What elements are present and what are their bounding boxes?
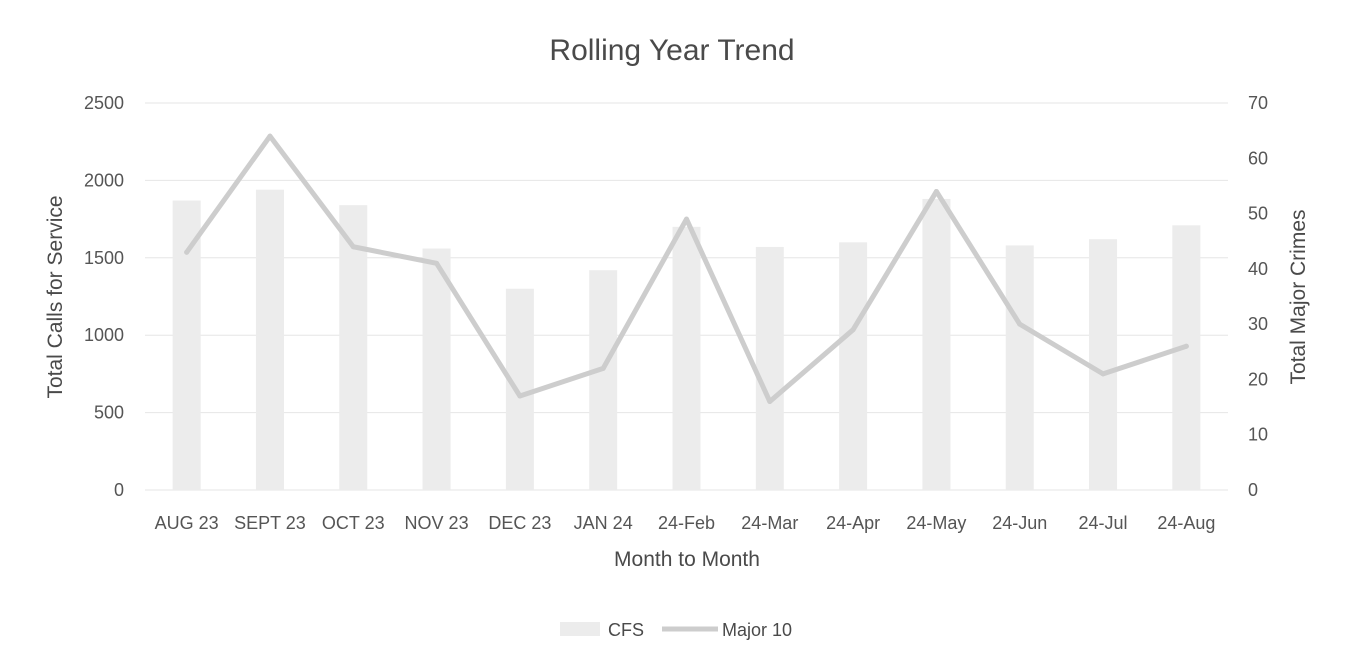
- major-10-point-24-jul: [1100, 371, 1106, 377]
- cfs-bar-oct-23: [339, 205, 368, 490]
- cfs-bar-nov-23: [422, 248, 451, 490]
- y-left-tick-label: 2500: [84, 93, 124, 113]
- cfs-bar-24-apr: [839, 242, 868, 490]
- y-left-tick-label: 0: [114, 480, 124, 500]
- y-axis-left-title: Total Calls for Service: [44, 195, 67, 398]
- y-right-tick-label: 30: [1248, 314, 1268, 334]
- cfs-bar-24-jul: [1089, 239, 1118, 490]
- y-axis-left-ticks: 0 500 1000 1500 2000 2500: [84, 93, 124, 500]
- y-right-tick-label: 60: [1248, 148, 1268, 168]
- major-10-point-24-apr: [850, 327, 856, 333]
- y-right-tick-label: 40: [1248, 259, 1268, 279]
- x-tick-label: 24-Apr: [826, 513, 880, 533]
- x-axis-title: Month to Month: [614, 548, 760, 571]
- chart-title: Rolling Year Trend: [549, 34, 794, 67]
- major-10-point-jan-24: [600, 365, 606, 371]
- x-tick-label: NOV 23: [405, 513, 469, 533]
- x-tick-label: 24-May: [906, 513, 966, 533]
- x-tick-label: 24-Aug: [1157, 513, 1215, 533]
- x-tick-label: 24-Jun: [992, 513, 1047, 533]
- x-tick-label: 24-Feb: [658, 513, 715, 533]
- major-10-point-24-jun: [1017, 321, 1023, 327]
- major-10-point-24-aug: [1183, 343, 1189, 349]
- legend-label-cfs: CFS: [608, 620, 644, 640]
- y-left-tick-label: 2000: [84, 170, 124, 190]
- x-tick-label: DEC 23: [488, 513, 551, 533]
- x-tick-label: OCT 23: [322, 513, 385, 533]
- cfs-bar-24-may: [922, 198, 951, 490]
- cfs-bar-24-aug: [1172, 225, 1201, 491]
- y-left-tick-label: 1000: [84, 325, 124, 345]
- major-10-line: [184, 133, 1189, 405]
- legend: CFS Major 10: [560, 620, 792, 640]
- y-right-tick-label: 20: [1248, 369, 1268, 389]
- major-10-point-dec-23: [517, 393, 523, 399]
- major-10-point-aug-23: [184, 249, 190, 255]
- cfs-bar-jan-24: [589, 270, 618, 490]
- major-10-point-24-feb: [684, 216, 689, 222]
- cfs-bar-sept-23: [255, 189, 284, 491]
- major-10-point-sept-23: [267, 133, 273, 139]
- y-left-tick-label: 500: [94, 403, 124, 423]
- cfs-bar-24-mar: [755, 246, 784, 490]
- legend-swatch-cfs: [560, 622, 600, 636]
- x-tick-label: 24-Mar: [741, 513, 798, 533]
- x-tick-label: SEPT 23: [234, 513, 306, 533]
- x-tick-label: 24-Jul: [1079, 513, 1128, 533]
- cfs-bars: [172, 189, 1201, 491]
- y-right-tick-label: 70: [1248, 93, 1268, 113]
- major-10-point-oct-23: [350, 244, 356, 250]
- x-tick-label: JAN 24: [574, 513, 633, 533]
- legend-label-major-10: Major 10: [722, 620, 792, 640]
- x-tick-label: AUG 23: [155, 513, 219, 533]
- y-right-tick-label: 50: [1248, 204, 1268, 224]
- y-axis-right-ticks: 0 10 20 30 40 50 60 70: [1248, 93, 1268, 500]
- major-10-point-nov-23: [434, 260, 440, 266]
- cfs-bar-24-feb: [672, 226, 701, 490]
- y-axis-right-title: Total Major Crimes: [1287, 209, 1310, 384]
- cfs-bar-dec-23: [505, 288, 534, 490]
- cfs-bar-aug-23: [172, 200, 201, 491]
- cfs-bar-24-jun: [1005, 245, 1034, 490]
- y-right-tick-label: 10: [1248, 425, 1268, 445]
- y-left-tick-label: 1500: [84, 248, 124, 268]
- major-10-point-24-mar: [767, 399, 773, 405]
- y-right-tick-label: 0: [1248, 480, 1258, 500]
- x-axis-ticks: AUG 23 SEPT 23 OCT 23 NOV 23 DEC 23 JAN 24 24-…: [155, 513, 1216, 533]
- major-10-point-24-may: [933, 188, 939, 194]
